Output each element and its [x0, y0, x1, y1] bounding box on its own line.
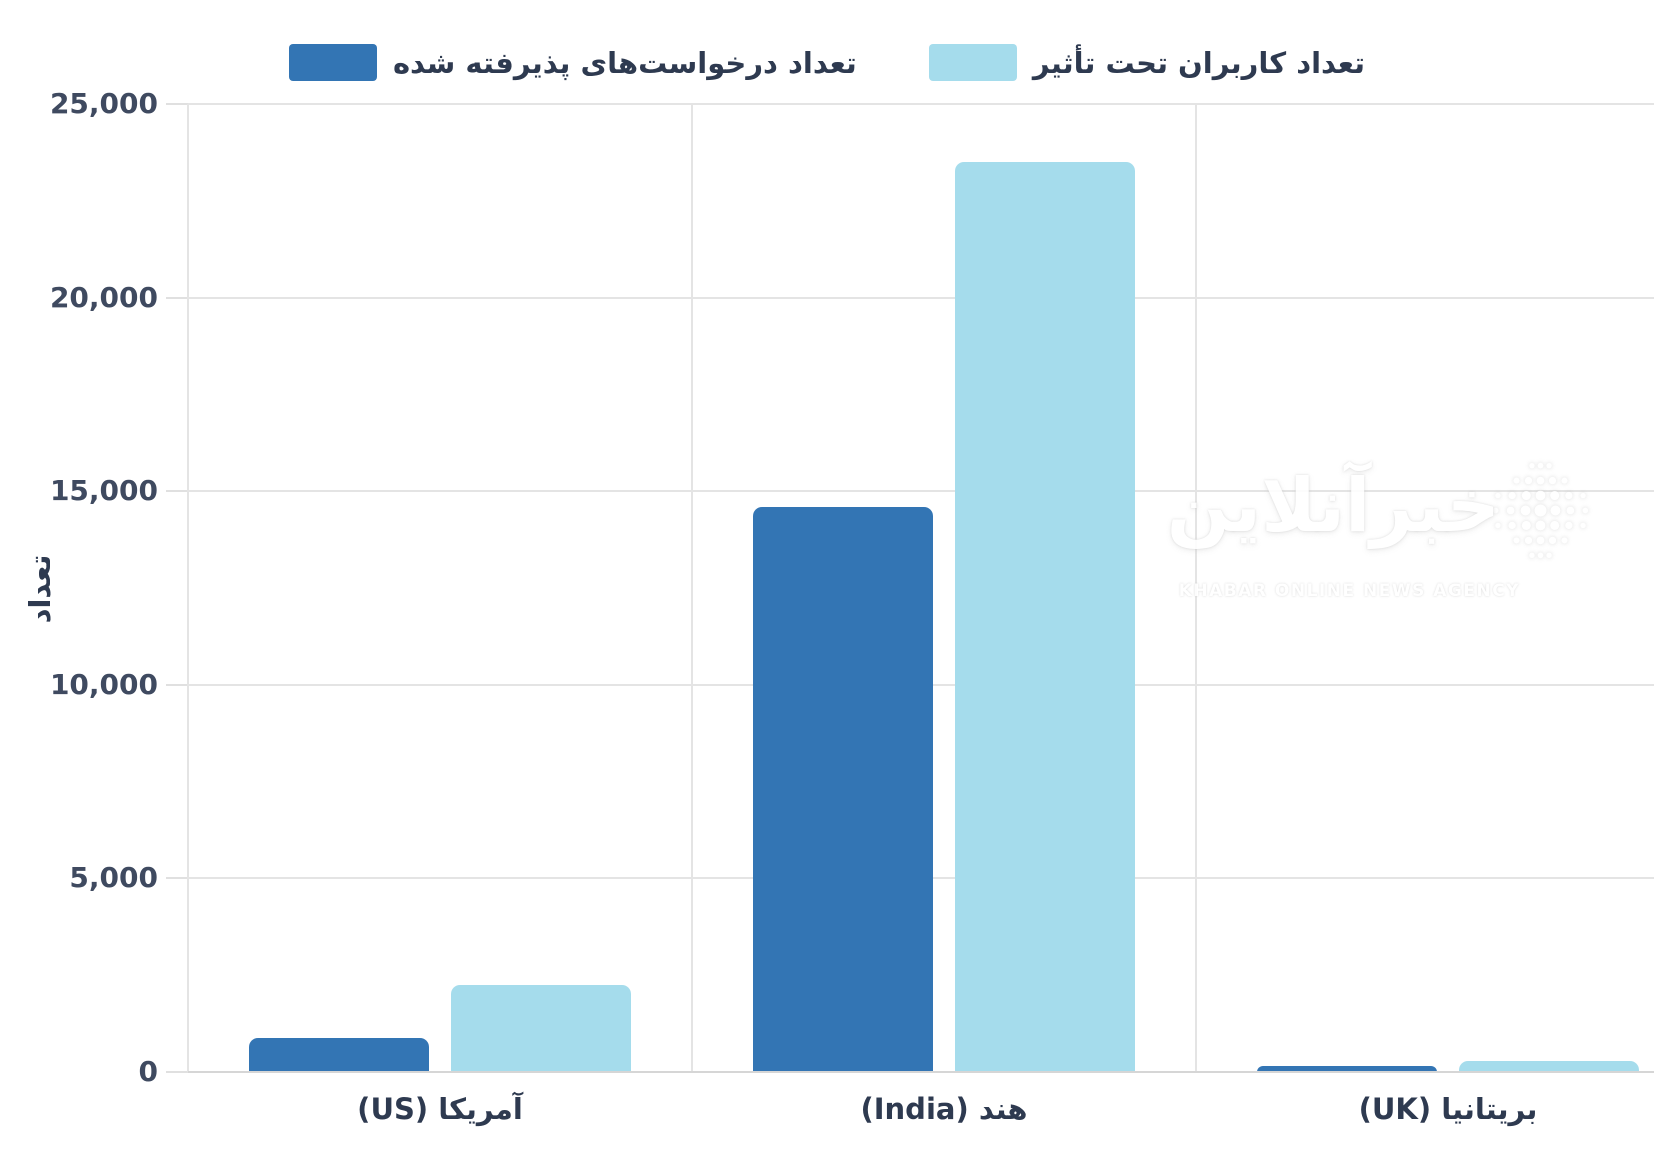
y-tick-mark [166, 683, 188, 686]
y-tick-mark [166, 1071, 188, 1073]
y-tick-mark [166, 296, 188, 299]
bar-affected-users-us [451, 984, 631, 1072]
bar-accepted-requests-india [753, 506, 933, 1072]
gridline-horizontal [188, 490, 1654, 493]
y-tick-mark [166, 103, 188, 105]
y-axis-title: تعداد [23, 554, 57, 624]
y-tick-label: 0 [138, 1055, 158, 1088]
legend-label-affected-users: تعداد کاربران تحت تأثیر [1032, 45, 1366, 80]
bar-accepted-requests-us [249, 1037, 429, 1072]
gridline-vertical [1195, 104, 1197, 1072]
chart-legend: تعداد درخواست‌های پذیرفته شده تعداد کاربر… [0, 44, 1654, 81]
y-tick-label: 10,000 [49, 667, 158, 701]
y-tick-label: 20,000 [49, 280, 158, 314]
legend-item-accepted-requests[interactable]: تعداد درخواست‌های پذیرفته شده [288, 44, 857, 81]
y-tick-mark [166, 490, 188, 493]
gridline-horizontal [188, 296, 1654, 299]
plot-area [187, 103, 1654, 1073]
y-tick-label: 5,000 [69, 861, 158, 895]
y-tick-mark [166, 877, 188, 880]
bar-affected-users-uk [1459, 1061, 1639, 1072]
legend-swatch-affected-users [928, 44, 1017, 81]
x-label-uk: بریتانیا (UK) [1358, 1092, 1538, 1126]
x-axis-baseline [188, 1071, 1654, 1073]
bar-affected-users-india [955, 162, 1135, 1072]
legend-swatch-accepted-requests [288, 44, 377, 81]
legend-label-accepted-requests: تعداد درخواست‌های پذیرفته شده [392, 45, 857, 80]
gridline-horizontal [188, 103, 1654, 105]
x-label-india: هند (India) [860, 1092, 1028, 1126]
x-label-us: آمریکا (US) [357, 1092, 523, 1126]
y-tick-label: 15,000 [49, 474, 158, 508]
legend-item-affected-users[interactable]: تعداد کاربران تحت تأثیر [928, 44, 1366, 81]
gridline-vertical [691, 104, 693, 1072]
bar-accepted-requests-uk [1257, 1066, 1437, 1072]
y-tick-label: 25,000 [49, 87, 158, 120]
gridline-vertical [187, 104, 189, 1072]
